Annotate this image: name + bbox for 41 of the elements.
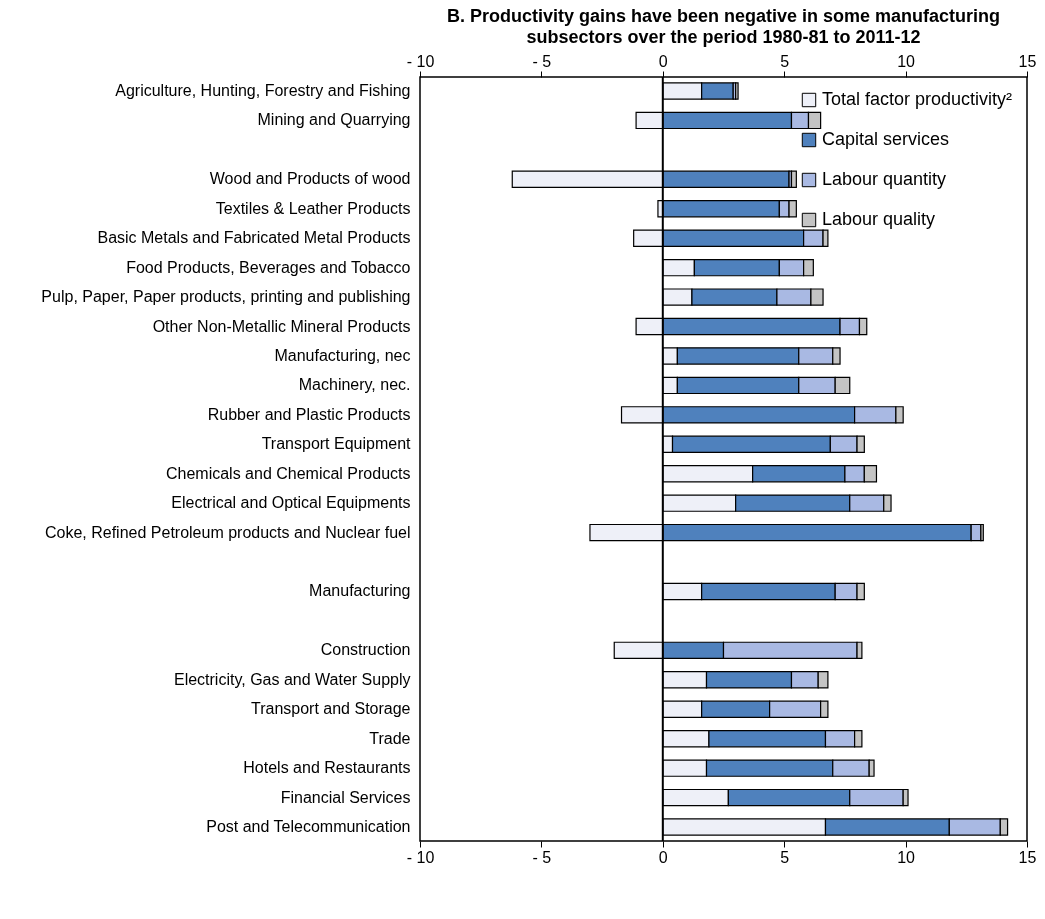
y-tick-label: Agriculture, Hunting, Forestry and Fishing [115, 81, 411, 99]
x-tick-label: 10 [897, 52, 916, 70]
y-tick-label: Hotels and Restaurants [243, 759, 411, 777]
y-tick-label: Machinery, nec. [298, 376, 411, 394]
x2-tick-label: 5 [780, 848, 790, 866]
legend-label: Labour quality [822, 209, 936, 229]
y-tick-label: Wood and Products of wood [209, 170, 411, 188]
x2-tick-label: 15 [1018, 848, 1037, 866]
x-tick-label: 15 [1018, 52, 1037, 70]
x2-tick-label: - 10 [406, 848, 435, 866]
y-tick-label: Electricity, Gas and Water Supply [173, 670, 411, 688]
y-tick-label: Transport Equipment [261, 435, 412, 453]
y-tick-label: Manufacturing [309, 582, 411, 600]
y-tick-label: Chemicals and Chemical Products [165, 464, 411, 482]
y-tick-label: Post and Telecommunication [206, 818, 411, 836]
y-tick-label: Mining and Quarrying [257, 111, 411, 129]
x2-tick-label: 10 [897, 848, 916, 866]
y-tick-label: Food Products, Beverages and Tobacco [126, 258, 411, 276]
x-tick-label: 5 [780, 52, 790, 70]
legend-label: Labour quantity [822, 169, 947, 189]
y-tick-label: Trade [369, 729, 411, 747]
chart-title: B. Productivity gains have been negative in some manufacturing subsectors over the period 1980-81 to 2011-12 [446, 6, 1001, 47]
x-tick-label: 0 [658, 52, 668, 70]
x-tick-label: - 5 [532, 52, 552, 70]
y-tick-label: Manufacturing, nec [274, 346, 411, 364]
legend-label: Total factor productivity² [822, 89, 1013, 109]
y-tick-label: Other Non-Metallic Mineral Products [152, 317, 411, 335]
bar [790, 170, 797, 188]
y-tick-label: Rubber and Plastic Products [207, 405, 411, 423]
y-tick-label: Construction [320, 641, 411, 659]
x-tick-label: - 10 [406, 52, 435, 70]
y-tick-label: Electrical and Optical Equipments [171, 494, 411, 512]
y-tick-label: Pulp, Paper, Paper products, printing and publishing [41, 288, 411, 306]
legend-label: Capital services [822, 129, 950, 149]
y-tick-label: Financial Services [280, 788, 411, 806]
x2-tick-label: 0 [658, 848, 668, 866]
y-tick-label: Textiles & Leather Products [215, 199, 411, 217]
y-tick-label: Transport and Storage [251, 700, 411, 718]
y-tick-label: Basic Metals and Fabricated Metal Products [97, 229, 411, 247]
y-tick-label: Coke, Refined Petroleum products and Nuclear fuel [44, 523, 411, 541]
x2-tick-label: - 5 [532, 848, 552, 866]
